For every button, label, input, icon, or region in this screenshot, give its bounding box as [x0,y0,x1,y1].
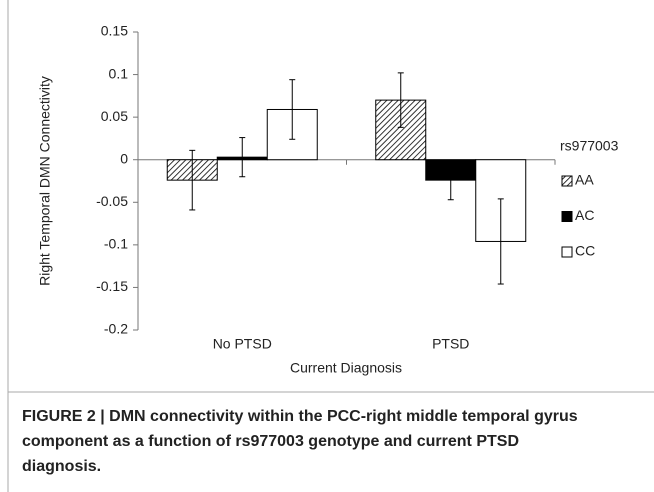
error-bar [289,79,296,140]
legend-swatch [561,211,573,222]
legend-swatch [561,175,573,187]
y-tick-label: 0.15 [101,23,128,39]
y-tick-label: -0.2 [104,321,128,337]
y-tick-label: 0.1 [109,65,129,81]
error-bar [497,198,504,285]
y-tick-label: -0.15 [96,278,128,294]
figure-caption: FIGURE 2 | DMN connectivity within the P… [22,408,578,475]
error-bar [189,149,196,211]
legend-swatch [561,246,573,258]
legend-title: rs977003 [560,138,619,154]
legend-label: CC [575,243,595,259]
y-tick-label: 0.05 [101,108,128,124]
x-axis-label: Current Diagnosis [290,360,402,376]
y-tick-label: -0.05 [96,193,128,209]
legend-label: AC [575,207,594,223]
error-bar [239,137,246,178]
legend-label: AA [575,172,594,188]
y-tick-label: -0.1 [104,236,128,252]
y-axis-label: Right Temporal DMN Connectivity [37,76,53,286]
x-tick-label: PTSD [432,336,469,352]
error-bar [397,72,404,128]
y-tick-label: 0 [120,150,128,166]
x-tick-label: No PTSD [213,336,272,352]
chart-frame [7,0,654,393]
error-bar [447,160,454,201]
